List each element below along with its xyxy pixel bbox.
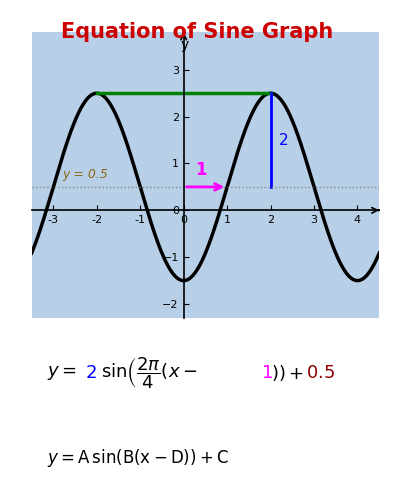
Text: $\sin\!\left(\dfrac{2\pi}{4}(x-\right.$: $\sin\!\left(\dfrac{2\pi}{4}(x-\right.$ <box>101 356 197 391</box>
Text: $y = \mathrm{A\,sin(B(x - D)) + C}$: $y = \mathrm{A\,sin(B(x - D)) + C}$ <box>47 447 229 469</box>
Text: $0.5$: $0.5$ <box>306 364 335 383</box>
Text: $\left.)\right)+$: $\left.)\right)+$ <box>271 363 303 384</box>
Text: $2$: $2$ <box>85 364 97 383</box>
Text: $y=$: $y=$ <box>47 364 77 383</box>
Text: Equation of Sine Graph: Equation of Sine Graph <box>61 22 334 42</box>
Text: $1$: $1$ <box>261 364 273 383</box>
Text: y = 0.5: y = 0.5 <box>62 168 108 181</box>
Text: y: y <box>181 38 189 52</box>
Text: 2: 2 <box>278 133 288 148</box>
Text: 1: 1 <box>195 161 207 179</box>
